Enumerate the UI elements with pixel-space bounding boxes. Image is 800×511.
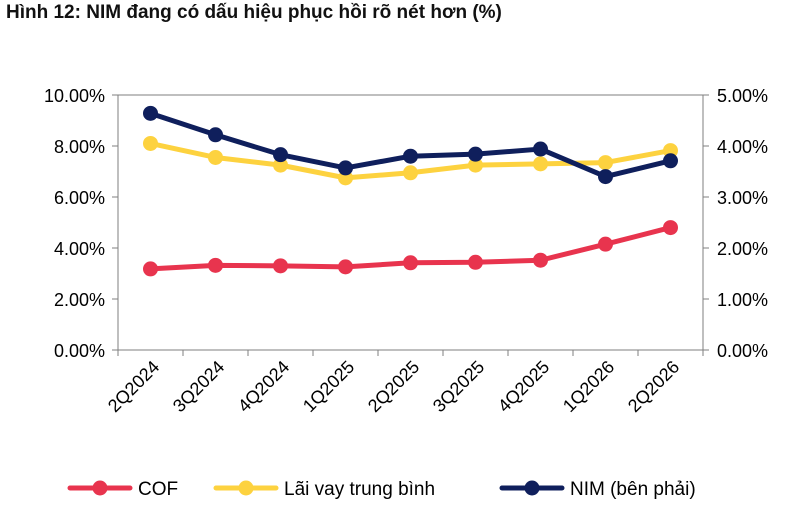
x-tick-label: 3Q2024 [169,357,228,416]
data-point [273,157,288,173]
y-right-tick-label: 3.00% [717,188,768,208]
legend: COF Lãi vay trung bình NIM (bên phải) [67,479,696,500]
x-tick-label: 2Q2026 [624,357,683,416]
legend-label: NIM (bên phải) [570,479,696,500]
data-point [663,220,678,236]
legend-swatch-marker [524,480,540,496]
legend-label: Lãi vay trung bình [284,479,435,500]
y-right-tick-label: 0.00% [717,341,768,361]
data-point [143,105,158,121]
data-point [208,257,223,273]
data-point [273,258,288,274]
chart-title: Hình 12: NIM đang có dấu hiệu phục hồi r… [6,2,502,23]
data-point [143,135,158,151]
x-tick-label: 2Q2025 [364,357,423,416]
y-right-tick-label: 4.00% [717,137,768,157]
axes: 0.00% 2.00% 4.00% 6.00% 8.00% 10.00% 0.00% 1.00… [44,86,768,416]
y-left-tick-label: 6.00% [54,188,105,208]
plot-area-border [117,94,704,351]
y-right-tick-label: 2.00% [717,239,768,259]
y-left-tick-label: 0.00% [54,341,105,361]
legend-label: COF [138,479,178,500]
data-point [598,155,613,171]
data-point [533,141,548,157]
data-point [533,252,548,268]
data-point [468,254,483,270]
data-point [468,146,483,162]
data-point [403,148,418,164]
y-left-tick-label: 10.00% [44,86,105,106]
data-point [338,160,353,176]
y-left-tick-label: 2.00% [54,290,105,310]
x-tick-label: 3Q2025 [429,357,488,416]
data-point [663,153,678,169]
legend-swatch-marker [238,480,254,496]
series-lines [143,105,678,277]
data-point [468,157,483,173]
data-point [598,236,613,252]
data-point [273,147,288,163]
y-right-tick-label: 1.00% [717,290,768,310]
y-left-tick-label: 4.00% [54,239,105,259]
data-point [143,261,158,277]
x-tick-label: 2Q2024 [104,357,163,416]
x-tick-label: 4Q2024 [234,357,293,416]
legend-swatch-marker [92,480,108,496]
data-point [598,169,613,185]
y-left-tick-label: 8.00% [54,137,105,157]
data-point [208,149,223,165]
data-point [338,259,353,275]
data-point [533,156,548,172]
x-tick-label: 1Q2025 [299,357,358,416]
y-right-tick-label: 5.00% [717,86,768,106]
data-point [403,165,418,181]
data-point [403,255,418,271]
data-point [208,127,223,143]
x-tick-label: 1Q2026 [559,357,618,416]
x-tick-label: 4Q2025 [494,357,553,416]
